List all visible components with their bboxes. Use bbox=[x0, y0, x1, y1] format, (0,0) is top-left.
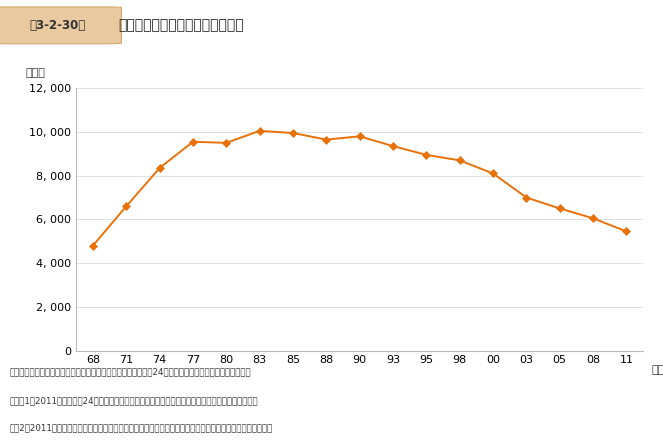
Text: （注）1．2011年は「平成24年経済センサスー活動調査」、それ以外の年は「工業統計表」による。: （注）1．2011年は「平成24年経済センサスー活動調査」、それ以外の年は「工業… bbox=[10, 396, 259, 405]
Text: 資料：経済産業省「工業統計表」、総務省・経済産業省「平成24年経済センサスー活動調査」再編加工: 資料：経済産業省「工業統計表」、総務省・経済産業省「平成24年経済センサスー活動… bbox=[10, 368, 251, 377]
Text: 東大阪市の製造業事業所数の推移: 東大阪市の製造業事業所数の推移 bbox=[118, 19, 244, 32]
Text: 第3-2-30図: 第3-2-30図 bbox=[29, 19, 86, 32]
Text: （年）: （年） bbox=[652, 365, 663, 375]
Text: 2．2011年の事業所数は、製造業の総事業所数から「外国の会社」及び「法人でない団体」を除いた数。: 2．2011年の事業所数は、製造業の総事業所数から「外国の会社」及び「法人でない… bbox=[10, 423, 273, 432]
FancyBboxPatch shape bbox=[0, 7, 121, 44]
Text: （件）: （件） bbox=[25, 68, 45, 78]
